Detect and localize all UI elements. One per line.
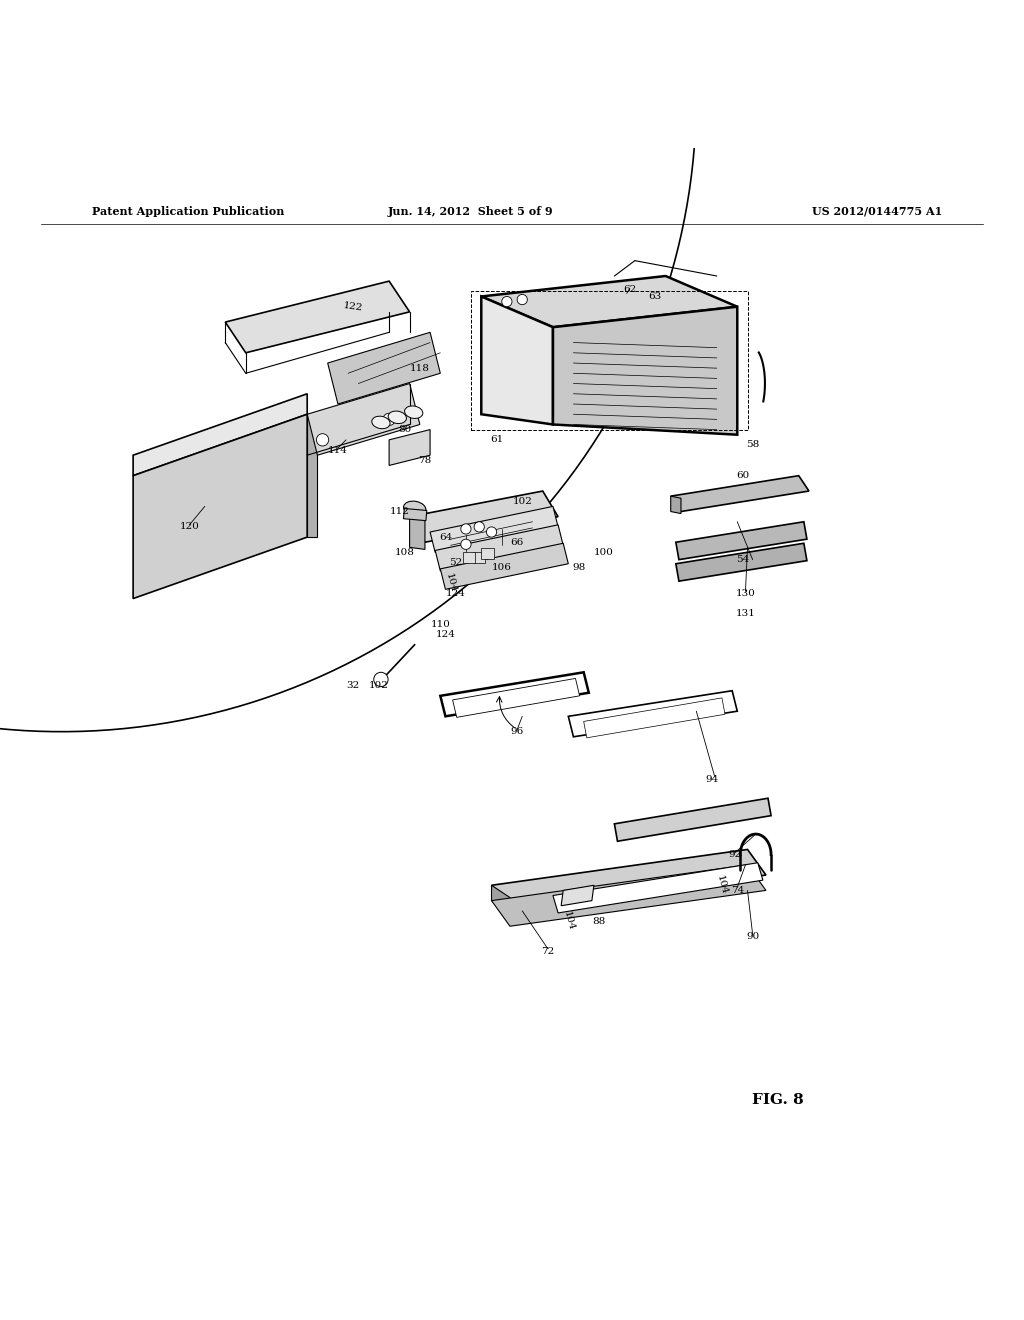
Polygon shape bbox=[453, 678, 580, 717]
Polygon shape bbox=[584, 698, 725, 738]
Polygon shape bbox=[671, 496, 681, 513]
Circle shape bbox=[486, 527, 497, 537]
Circle shape bbox=[383, 413, 395, 425]
Bar bbox=[481, 548, 494, 558]
Polygon shape bbox=[553, 863, 763, 913]
Text: FIG. 8: FIG. 8 bbox=[753, 1093, 804, 1107]
Polygon shape bbox=[492, 850, 766, 911]
Text: 78: 78 bbox=[419, 455, 431, 465]
Polygon shape bbox=[410, 491, 558, 543]
Bar bbox=[473, 553, 485, 562]
Text: 100: 100 bbox=[594, 548, 614, 557]
Polygon shape bbox=[440, 544, 568, 589]
Circle shape bbox=[474, 521, 484, 532]
Polygon shape bbox=[440, 672, 589, 717]
Text: 98: 98 bbox=[572, 564, 585, 573]
Bar bbox=[403, 508, 427, 520]
Text: 72: 72 bbox=[542, 948, 554, 956]
Ellipse shape bbox=[372, 416, 390, 429]
Polygon shape bbox=[133, 414, 307, 598]
Text: 66: 66 bbox=[511, 537, 523, 546]
Text: 104: 104 bbox=[443, 573, 458, 594]
Polygon shape bbox=[568, 690, 737, 737]
Ellipse shape bbox=[388, 411, 407, 424]
Ellipse shape bbox=[403, 502, 426, 516]
Circle shape bbox=[316, 434, 329, 446]
Text: 94: 94 bbox=[706, 775, 718, 784]
Text: 108: 108 bbox=[394, 548, 415, 557]
Text: 62: 62 bbox=[624, 285, 636, 294]
Text: 88: 88 bbox=[593, 916, 605, 925]
Polygon shape bbox=[481, 276, 737, 327]
Text: 58: 58 bbox=[746, 441, 759, 449]
Text: 124: 124 bbox=[435, 630, 456, 639]
Polygon shape bbox=[492, 886, 510, 913]
Text: 104: 104 bbox=[715, 875, 729, 896]
Text: 74: 74 bbox=[731, 886, 743, 895]
Text: 102: 102 bbox=[512, 496, 532, 506]
Circle shape bbox=[374, 672, 388, 686]
Text: 118: 118 bbox=[410, 363, 430, 372]
Text: 63: 63 bbox=[649, 292, 662, 301]
Polygon shape bbox=[328, 333, 440, 404]
Text: 122: 122 bbox=[343, 301, 364, 313]
Text: 61: 61 bbox=[490, 436, 503, 445]
Polygon shape bbox=[307, 384, 420, 455]
Text: US 2012/0144775 A1: US 2012/0144775 A1 bbox=[812, 206, 942, 216]
Polygon shape bbox=[225, 281, 410, 352]
Polygon shape bbox=[614, 799, 771, 841]
Bar bbox=[463, 553, 475, 562]
Text: 52: 52 bbox=[450, 558, 462, 568]
Polygon shape bbox=[676, 521, 807, 560]
Circle shape bbox=[502, 297, 512, 306]
Text: 112: 112 bbox=[389, 507, 410, 516]
Text: 110: 110 bbox=[430, 619, 451, 628]
Circle shape bbox=[461, 524, 471, 535]
Text: 114: 114 bbox=[328, 446, 348, 454]
Text: Jun. 14, 2012  Sheet 5 of 9: Jun. 14, 2012 Sheet 5 of 9 bbox=[388, 206, 554, 216]
Text: Patent Application Publication: Patent Application Publication bbox=[92, 206, 285, 216]
Polygon shape bbox=[389, 429, 430, 466]
Text: 106: 106 bbox=[492, 564, 512, 573]
Text: 120: 120 bbox=[179, 523, 200, 532]
Text: 131: 131 bbox=[735, 610, 756, 618]
Polygon shape bbox=[553, 306, 737, 434]
Text: 104: 104 bbox=[561, 911, 575, 932]
Circle shape bbox=[461, 539, 471, 549]
Text: 32: 32 bbox=[347, 681, 359, 690]
Polygon shape bbox=[481, 297, 553, 425]
Polygon shape bbox=[410, 516, 425, 549]
Circle shape bbox=[517, 294, 527, 305]
Polygon shape bbox=[561, 886, 594, 906]
Polygon shape bbox=[435, 525, 563, 572]
Polygon shape bbox=[133, 393, 307, 475]
Text: 124: 124 bbox=[445, 589, 466, 598]
Text: 92: 92 bbox=[729, 850, 741, 859]
Text: 96: 96 bbox=[511, 727, 523, 737]
Polygon shape bbox=[492, 865, 766, 927]
Polygon shape bbox=[430, 507, 558, 553]
Polygon shape bbox=[671, 475, 809, 512]
Text: 130: 130 bbox=[735, 589, 756, 598]
Text: 54: 54 bbox=[736, 556, 749, 564]
Ellipse shape bbox=[404, 407, 423, 418]
Polygon shape bbox=[307, 414, 317, 537]
Text: 90: 90 bbox=[746, 932, 759, 941]
Polygon shape bbox=[676, 544, 807, 581]
Text: 80: 80 bbox=[398, 425, 411, 434]
Text: 102: 102 bbox=[369, 681, 389, 690]
Text: 64: 64 bbox=[439, 532, 452, 541]
Text: 60: 60 bbox=[736, 471, 749, 480]
